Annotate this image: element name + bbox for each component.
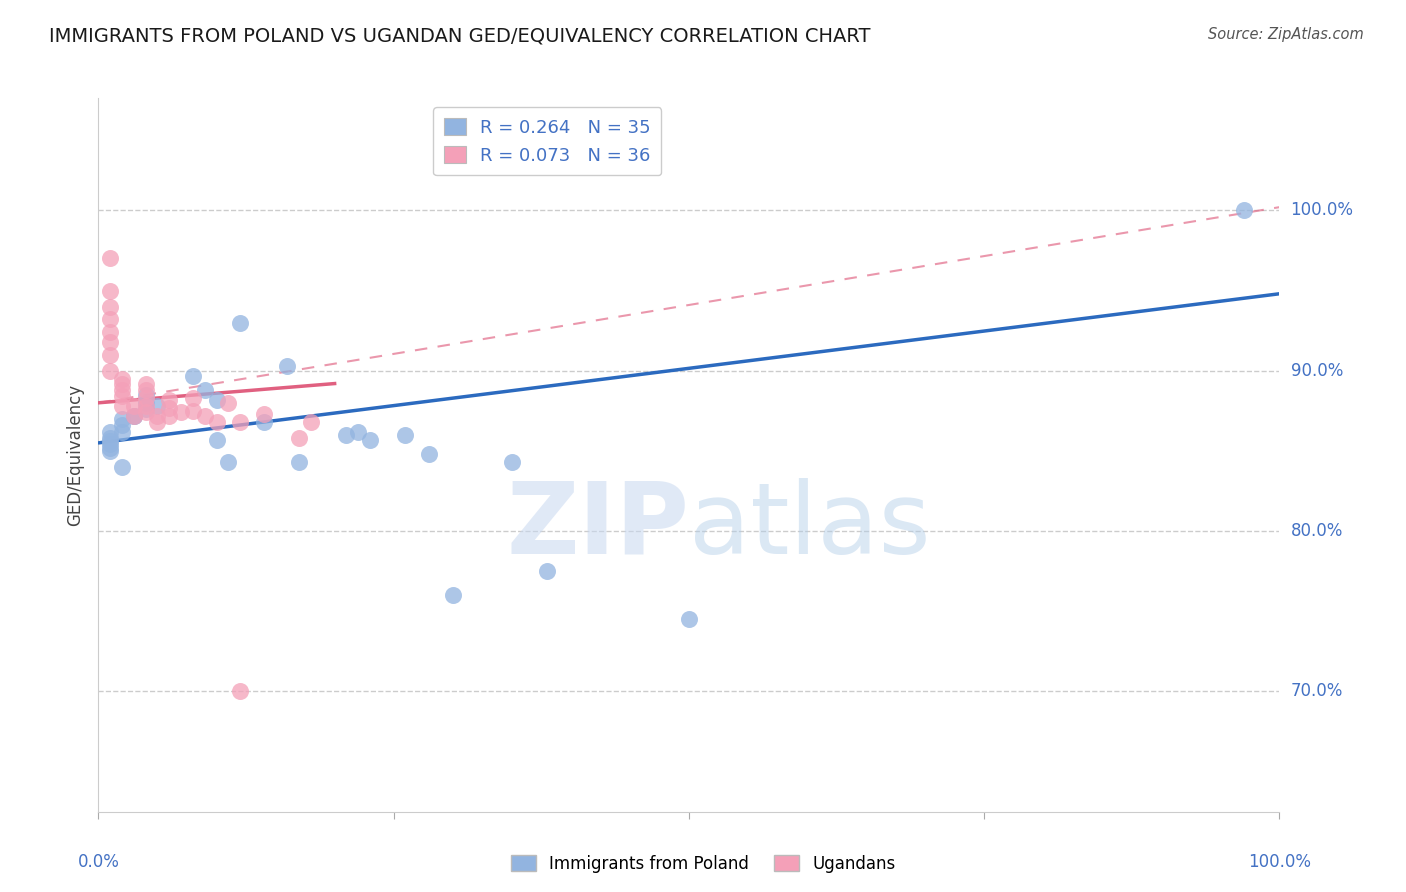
Point bbox=[135, 383, 157, 397]
Point bbox=[229, 684, 252, 698]
Point bbox=[205, 415, 228, 429]
Point bbox=[288, 431, 311, 445]
Point bbox=[135, 388, 157, 402]
Point bbox=[122, 409, 145, 423]
Point bbox=[229, 316, 252, 330]
Point bbox=[418, 447, 440, 461]
Point bbox=[205, 433, 228, 447]
Text: 0.0%: 0.0% bbox=[77, 854, 120, 871]
Point bbox=[181, 391, 204, 405]
Point bbox=[111, 383, 134, 397]
Point bbox=[98, 252, 121, 266]
Point bbox=[98, 284, 121, 298]
Text: 90.0%: 90.0% bbox=[1291, 362, 1343, 380]
Point bbox=[135, 405, 157, 419]
Point bbox=[111, 389, 134, 403]
Point bbox=[135, 402, 157, 417]
Point bbox=[217, 396, 239, 410]
Point bbox=[122, 409, 145, 423]
Point bbox=[157, 392, 180, 407]
Point bbox=[157, 409, 180, 423]
Text: 80.0%: 80.0% bbox=[1291, 522, 1343, 540]
Point bbox=[678, 612, 700, 626]
Point bbox=[536, 564, 558, 578]
Text: ZIP: ZIP bbox=[506, 478, 689, 574]
Point bbox=[335, 428, 357, 442]
Point bbox=[394, 428, 416, 442]
Point bbox=[122, 409, 145, 423]
Point bbox=[111, 459, 134, 474]
Text: 100.0%: 100.0% bbox=[1291, 202, 1354, 219]
Point bbox=[181, 368, 204, 383]
Point bbox=[111, 425, 134, 439]
Point bbox=[111, 372, 134, 386]
Point bbox=[111, 399, 134, 413]
Text: 70.0%: 70.0% bbox=[1291, 682, 1343, 700]
Point bbox=[98, 441, 121, 455]
Point bbox=[194, 383, 217, 397]
Point bbox=[135, 399, 157, 413]
Point bbox=[441, 588, 464, 602]
Point bbox=[98, 348, 121, 362]
Point bbox=[135, 396, 157, 410]
Point bbox=[146, 415, 169, 429]
Text: IMMIGRANTS FROM POLAND VS UGANDAN GED/EQUIVALENCY CORRELATION CHART: IMMIGRANTS FROM POLAND VS UGANDAN GED/EQ… bbox=[49, 27, 870, 45]
Point bbox=[122, 399, 145, 413]
Point bbox=[98, 431, 121, 445]
Point bbox=[194, 409, 217, 423]
Point bbox=[229, 415, 252, 429]
Point bbox=[111, 418, 134, 433]
Point bbox=[347, 425, 370, 439]
Text: 100.0%: 100.0% bbox=[1249, 854, 1310, 871]
Point bbox=[98, 425, 121, 439]
Point bbox=[170, 405, 193, 419]
Point bbox=[98, 437, 121, 451]
Point bbox=[98, 364, 121, 378]
Point bbox=[288, 455, 311, 469]
Point bbox=[299, 415, 322, 429]
Point bbox=[98, 434, 121, 449]
Point bbox=[98, 312, 121, 326]
Point bbox=[1233, 203, 1256, 218]
Point bbox=[135, 391, 157, 405]
Text: Source: ZipAtlas.com: Source: ZipAtlas.com bbox=[1208, 27, 1364, 42]
Point bbox=[98, 334, 121, 349]
Legend: Immigrants from Poland, Ugandans: Immigrants from Poland, Ugandans bbox=[503, 848, 903, 880]
Point bbox=[146, 399, 169, 413]
Point bbox=[253, 407, 276, 421]
Point bbox=[181, 404, 204, 418]
Point bbox=[359, 433, 381, 447]
Point bbox=[111, 376, 134, 391]
Point bbox=[98, 325, 121, 339]
Point bbox=[276, 359, 298, 373]
Point bbox=[157, 401, 180, 415]
Text: atlas: atlas bbox=[689, 478, 931, 574]
Y-axis label: GED/Equivalency: GED/Equivalency bbox=[66, 384, 84, 526]
Point bbox=[253, 415, 276, 429]
Point bbox=[98, 444, 121, 458]
Point bbox=[98, 300, 121, 314]
Point bbox=[205, 392, 228, 407]
Point bbox=[135, 376, 157, 391]
Legend: R = 0.264   N = 35, R = 0.073   N = 36: R = 0.264 N = 35, R = 0.073 N = 36 bbox=[433, 107, 661, 176]
Point bbox=[217, 455, 239, 469]
Point bbox=[501, 455, 523, 469]
Point bbox=[146, 409, 169, 423]
Point bbox=[111, 412, 134, 426]
